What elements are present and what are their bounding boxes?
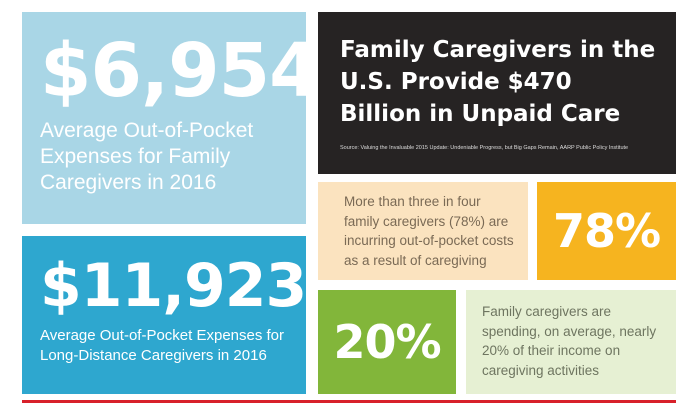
- headline-source: Source: Valuing the Invaluable 2015 Upda…: [340, 145, 629, 151]
- avg-expenses-tile: $6,954 Average Out-of-Pocket Expenses fo…: [22, 12, 321, 224]
- income-share-value: 20%: [333, 315, 441, 369]
- avg-expenses-description: Average Out-of-Pocket Expenses for Famil…: [40, 119, 254, 194]
- three-in-four-value-tile: 78%: [537, 182, 676, 280]
- bottom-accent-rule: [22, 400, 676, 403]
- long-distance-expenses-value: $11,923: [40, 251, 307, 321]
- headline-title: Family Caregivers in the U.S. Provide $4…: [340, 37, 656, 127]
- three-in-four-text-tile: More than three in four family caregiver…: [318, 182, 528, 280]
- long-distance-expenses-description: Average Out-of-Pocket Expenses for Long-…: [40, 327, 285, 364]
- long-distance-expenses-tile: $11,923 Average Out-of-Pocket Expenses f…: [22, 236, 307, 394]
- income-share-text-tile: Family caregivers are spending, on avera…: [466, 290, 676, 394]
- income-share-text: Family caregivers are spending, on avera…: [482, 304, 657, 378]
- three-in-four-text: More than three in four family caregiver…: [344, 194, 514, 268]
- income-share-value-tile: 20%: [318, 290, 456, 394]
- avg-expenses-value: $6,954: [40, 28, 321, 114]
- headline-tile: Family Caregivers in the U.S. Provide $4…: [318, 12, 676, 174]
- three-in-four-value: 78%: [552, 204, 661, 258]
